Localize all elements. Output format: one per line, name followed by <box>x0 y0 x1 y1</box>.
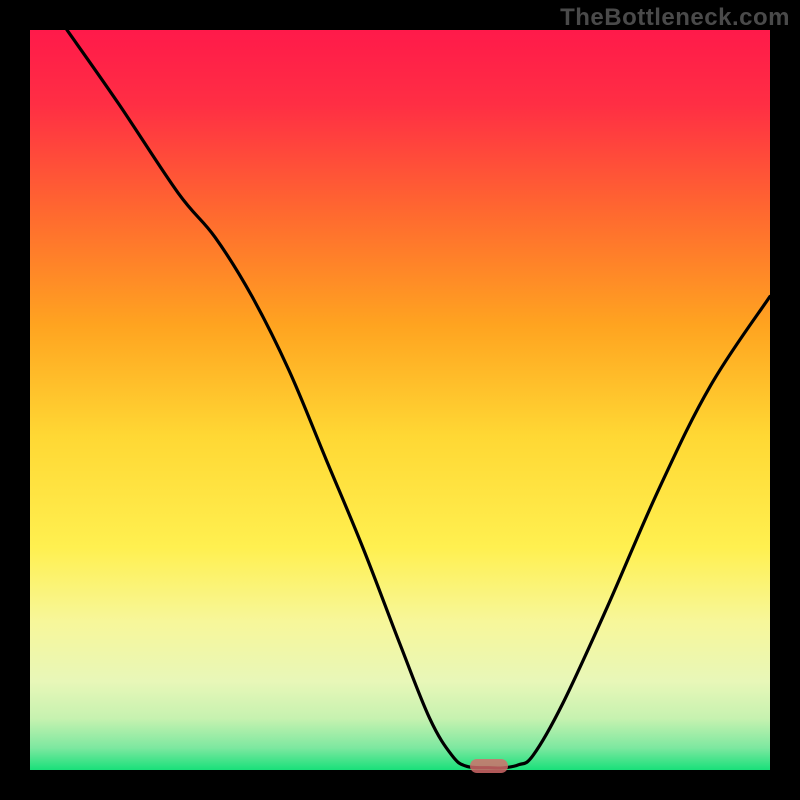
optimal-marker <box>470 759 508 773</box>
plot-area <box>30 30 770 770</box>
bottleneck-curve <box>30 30 770 770</box>
chart-frame: TheBottleneck.com <box>0 0 800 800</box>
curve-path <box>67 30 770 768</box>
watermark-text: TheBottleneck.com <box>560 4 790 32</box>
